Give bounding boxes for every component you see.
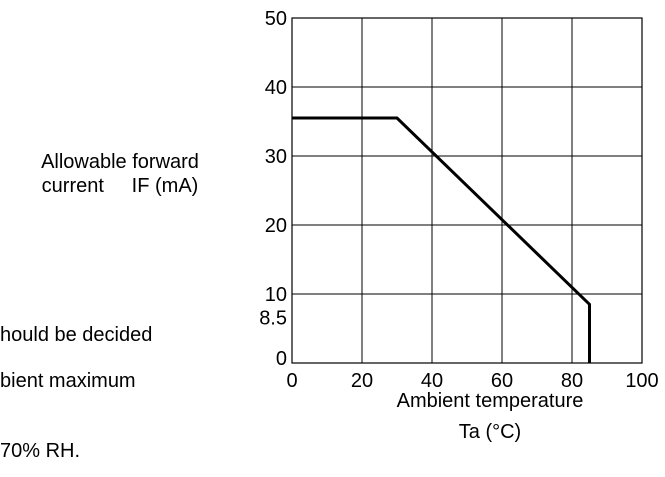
y-tick-label-extra: 8.5 xyxy=(259,307,287,329)
x-tick-label: 60 xyxy=(491,370,513,392)
y-axis-label: Allowable forward current IF (mA) xyxy=(0,150,240,198)
derating-curve xyxy=(292,116,591,363)
y-tick-label: 20 xyxy=(265,215,287,237)
note-line-2: bient maximum xyxy=(0,370,136,392)
x-axis-label: Ambient temperature Ta (°C) xyxy=(340,390,640,444)
y-axis-label-line-2: current IF (mA) xyxy=(41,175,199,197)
y-tick-label: 0 xyxy=(276,348,287,370)
y-tick-labels: 0 10 20 30 40 50 8.5 xyxy=(259,8,287,370)
plot-frame xyxy=(291,17,643,364)
x-tick-label: 20 xyxy=(351,370,373,392)
x-tick-label: 100 xyxy=(625,370,658,392)
x-tick-label: 40 xyxy=(421,370,443,392)
note-line-3: 70% RH. xyxy=(0,440,81,462)
y-tick-label: 40 xyxy=(265,77,287,99)
x-tick-labels: 0 20 40 60 80 100 xyxy=(286,370,658,392)
x-axis-label-line-2: Ta (°C) xyxy=(458,421,522,443)
x-tick-label: 0 xyxy=(286,370,297,392)
note-line-1: hould be decided xyxy=(0,324,153,346)
y-tick-label: 10 xyxy=(265,284,287,306)
x-tick-label: 80 xyxy=(561,370,583,392)
x-axis-label-line-1: Ambient temperature xyxy=(396,390,584,412)
y-tick-label: 30 xyxy=(265,146,287,168)
y-tick-label: 50 xyxy=(265,8,287,30)
y-axis-label-line-1: Allowable forward xyxy=(41,151,199,173)
